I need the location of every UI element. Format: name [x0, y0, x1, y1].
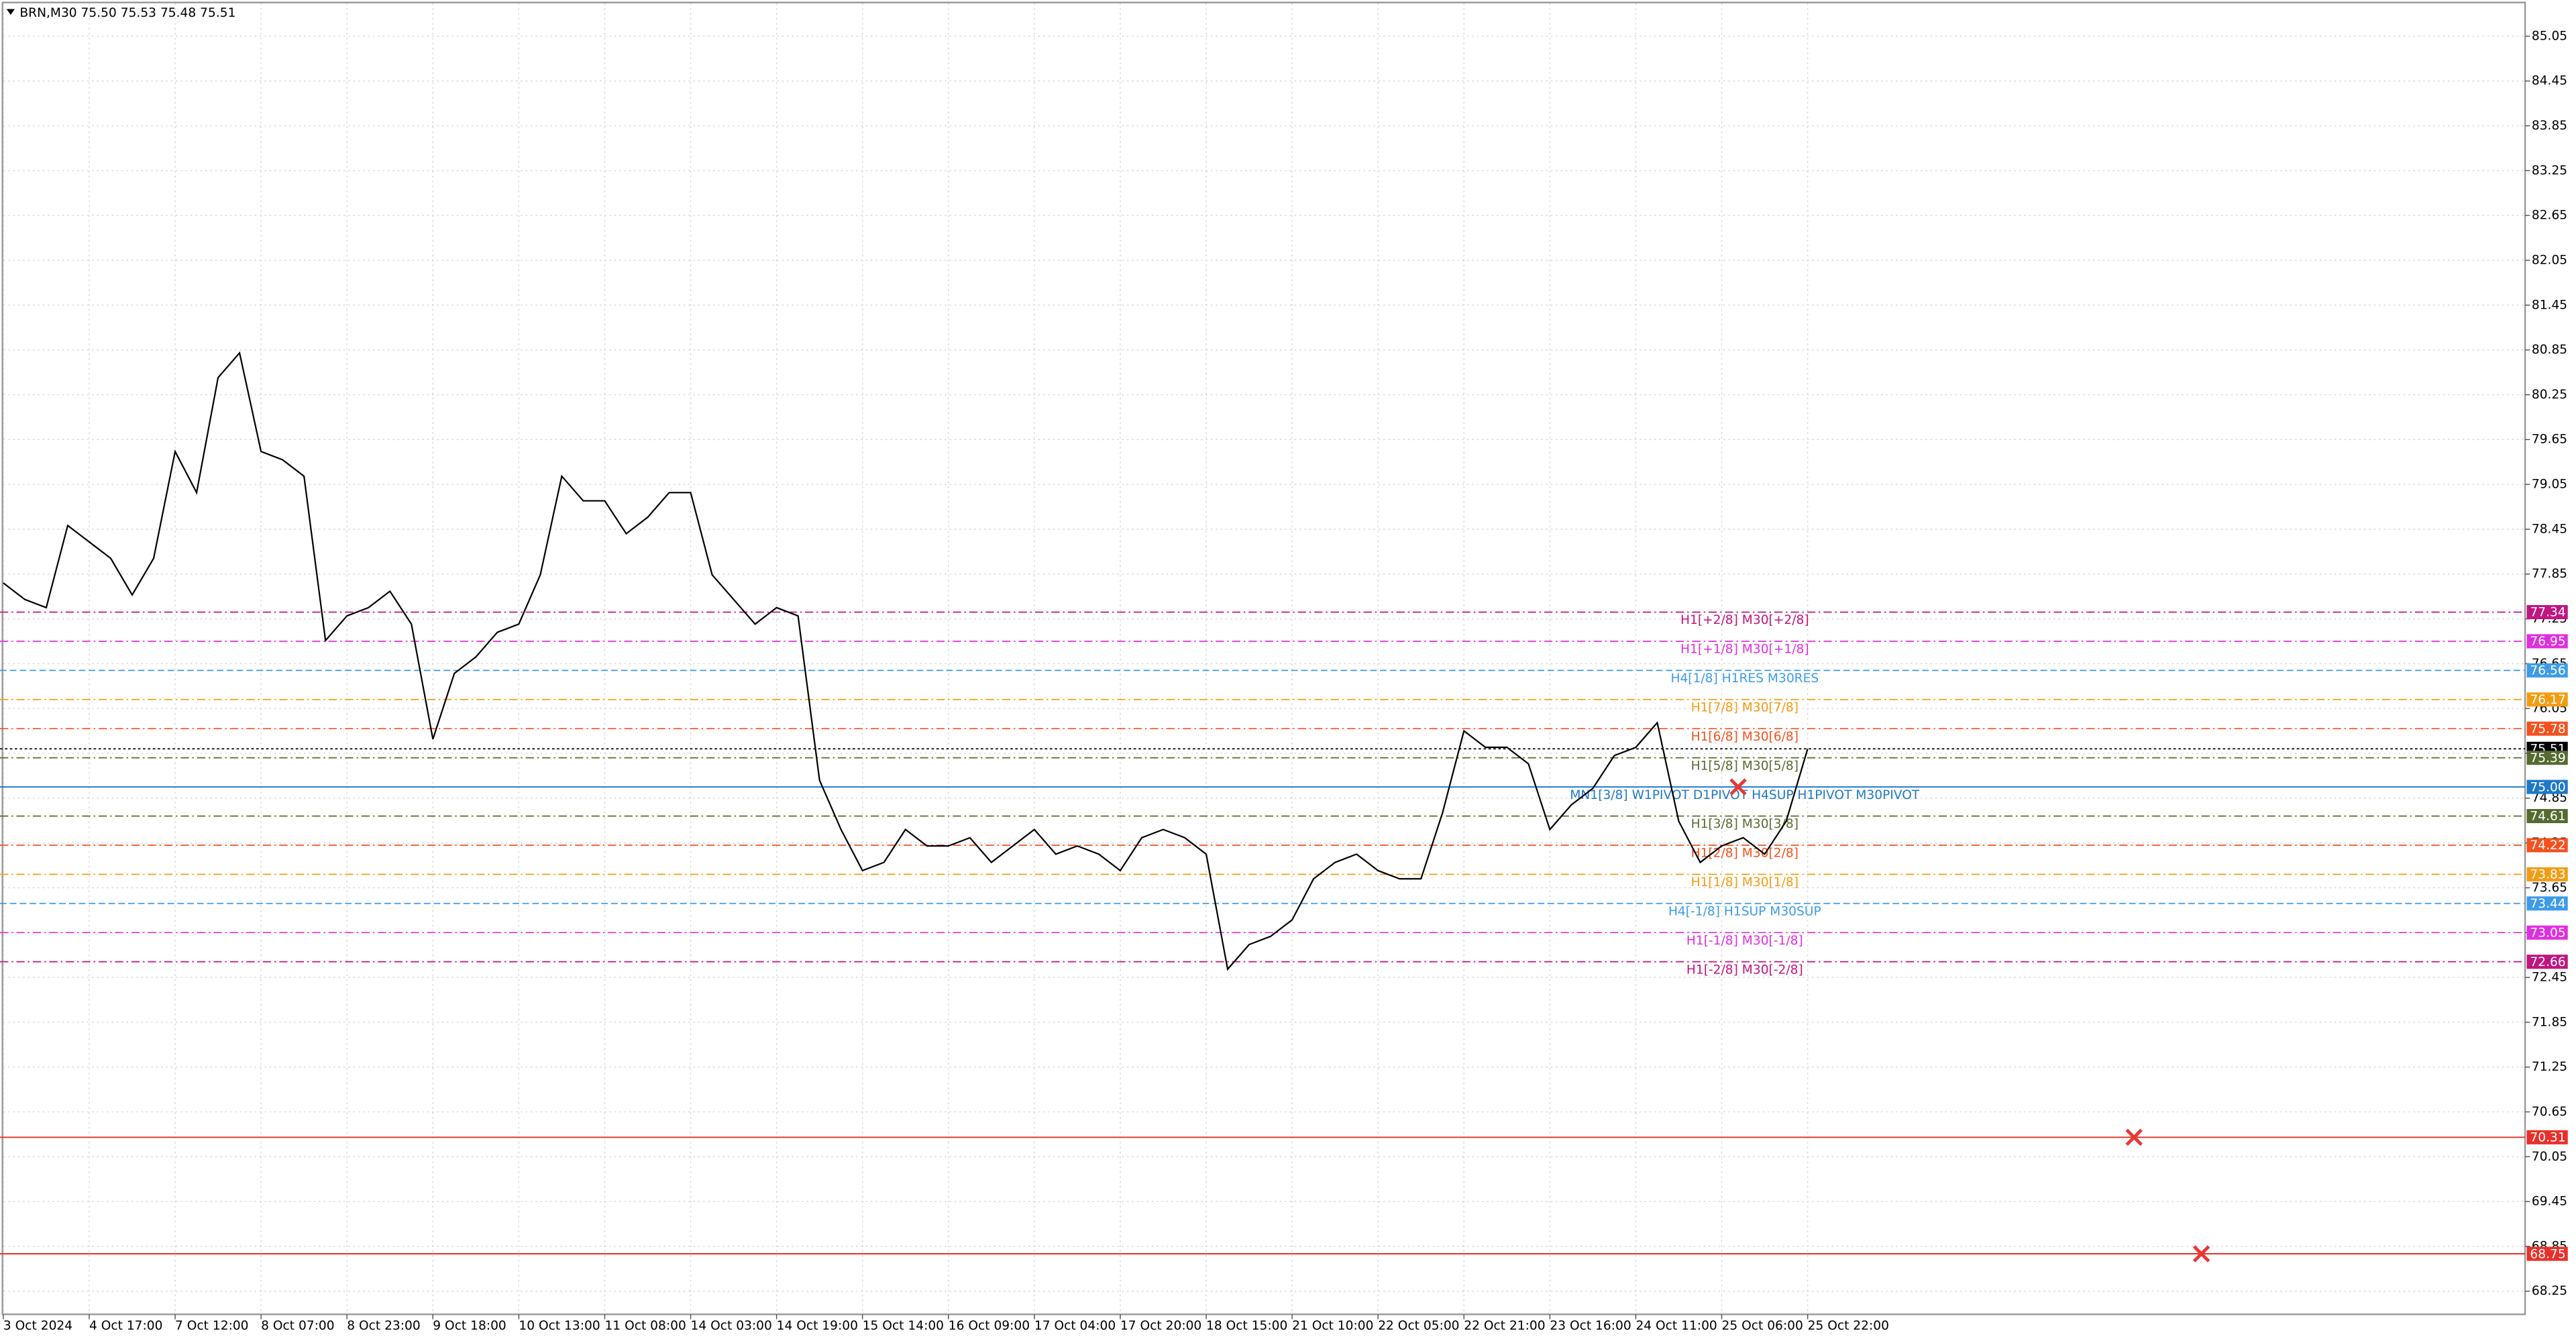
price-tag-label: 77.34 [2530, 606, 2565, 620]
y-tick-label: 73.65 [2532, 881, 2567, 895]
y-tick-label: 71.25 [2532, 1060, 2567, 1074]
x-tick-label: 16 Oct 09:00 [949, 1319, 1030, 1333]
y-tick-label: 80.25 [2532, 388, 2567, 402]
price-tag-label: 76.95 [2530, 635, 2565, 649]
symbol-header: BRN,M30 75.50 75.53 75.48 75.51 [19, 6, 235, 20]
y-tick-label: 82.65 [2532, 209, 2567, 223]
grid [3, 3, 2526, 1315]
price-tag [2526, 604, 2568, 620]
y-tick-label: 71.85 [2532, 1015, 2567, 1029]
price-tag-label: 68.75 [2530, 1247, 2565, 1261]
x-tick-label: 9 Oct 18:00 [433, 1319, 506, 1333]
y-tick-label: 82.05 [2532, 254, 2567, 268]
x-tick-label: 25 Oct 22:00 [1808, 1319, 1889, 1333]
price-tag [2526, 896, 2568, 911]
x-tick-label: 14 Oct 03:00 [691, 1319, 772, 1333]
level-name: H4[1/8] H1RES M30RES [1670, 672, 1819, 686]
price-tag-label: 74.22 [2530, 839, 2565, 853]
y-tick-label: 85.05 [2532, 29, 2567, 43]
y-tick-label: 81.45 [2532, 298, 2567, 312]
x-tick-label: 3 Oct 2024 [3, 1319, 72, 1333]
price-tag [2526, 692, 2568, 707]
y-tick-label: 68.25 [2532, 1284, 2567, 1298]
price-tag [2526, 721, 2568, 736]
price-tag-label: 74.61 [2530, 810, 2565, 824]
price-tag [2526, 634, 2568, 649]
price-tag-label: 76.17 [2530, 693, 2565, 707]
price-tag-label: 73.05 [2530, 926, 2565, 940]
price-tag-label: 73.44 [2530, 897, 2565, 911]
level-name: H1[7/8] M30[7/8] [1691, 701, 1799, 715]
y-tick-label: 83.85 [2532, 119, 2567, 133]
y-tick-label: 79.05 [2532, 478, 2567, 492]
level-name: H1[6/8] M30[6/8] [1691, 730, 1799, 744]
level-name: H1[+1/8] M30[+1/8] [1680, 643, 1809, 657]
price-tag-label: 76.56 [2530, 664, 2565, 678]
x-tick-label: 21 Oct 10:00 [1292, 1319, 1373, 1333]
price-tag [2526, 1130, 2568, 1144]
price-tag [2526, 751, 2568, 765]
x-tick-label: 22 Oct 05:00 [1378, 1319, 1459, 1333]
y-tick-label: 77.85 [2532, 567, 2567, 581]
price-tag [2526, 1246, 2568, 1261]
price-tag [2526, 867, 2568, 881]
price-tag-label: 75.00 [2530, 780, 2565, 794]
menu-arrow[interactable] [6, 9, 15, 15]
price-tag-label: 75.78 [2530, 722, 2565, 736]
x-tick-label: 4 Oct 17:00 [89, 1319, 162, 1333]
price-line [3, 351, 1809, 971]
price-tag [2526, 925, 2568, 940]
x-tick-label: 23 Oct 16:00 [1550, 1319, 1631, 1333]
level-name: H1[+2/8] M30[+2/8] [1680, 613, 1809, 627]
level-name: H1[2/8] M30[2/8] [1691, 847, 1799, 861]
level-name: H1[1/8] M30[1/8] [1691, 875, 1799, 890]
x-tick-label: 14 Oct 19:00 [777, 1319, 858, 1333]
y-tick-label: 83.25 [2532, 164, 2567, 178]
price-tag [2526, 955, 2568, 969]
y-tick-label: 79.65 [2532, 433, 2567, 447]
order-cross [1729, 778, 1747, 796]
x-tick-label: 25 Oct 06:00 [1722, 1319, 1803, 1333]
price-tag [2526, 663, 2568, 678]
x-tick-label: 17 Oct 04:00 [1034, 1319, 1116, 1333]
y-tick-label: 70.05 [2532, 1150, 2567, 1164]
price-tag [2526, 838, 2568, 853]
level-name: H1[3/8] M30[3/8] [1691, 817, 1799, 831]
y-tick-label: 72.45 [2532, 971, 2567, 985]
price-tag-label: 72.66 [2530, 955, 2565, 969]
y-tick-label: 78.45 [2532, 522, 2567, 536]
x-tick-label: 8 Oct 23:00 [347, 1319, 420, 1333]
price-tag [2526, 808, 2568, 824]
level-name: H1[5/8] M30[5/8] [1691, 759, 1799, 773]
order-cross [2192, 1245, 2210, 1263]
x-tick-label: 8 Oct 07:00 [261, 1319, 334, 1333]
price-tag-label: 73.83 [2530, 868, 2565, 882]
x-tick-label: 18 Oct 15:00 [1206, 1319, 1287, 1333]
y-tick-label: 74.85 [2532, 791, 2567, 805]
price-tag-label: 75.39 [2530, 751, 2565, 765]
x-tick-label: 17 Oct 20:00 [1120, 1319, 1201, 1333]
level-name: MN1[3/8] W1PIVOT D1PIVOT H4SUP H1PIVOT M… [1570, 788, 1919, 802]
y-tick-label: 80.85 [2532, 343, 2567, 357]
x-tick-label: 10 Oct 13:00 [519, 1319, 600, 1333]
x-tick-label: 24 Oct 11:00 [1635, 1319, 1717, 1333]
x-tick-label: 22 Oct 21:00 [1464, 1319, 1545, 1333]
y-tick-label: 70.65 [2532, 1105, 2567, 1119]
y-tick-label: 69.45 [2532, 1195, 2567, 1209]
x-tick-label: 15 Oct 14:00 [863, 1319, 944, 1333]
level-name: H1[-2/8] M30[-2/8] [1686, 963, 1803, 977]
x-tick-label: 7 Oct 12:00 [175, 1319, 248, 1333]
level-name: H1[-1/8] M30[-1/8] [1686, 934, 1803, 948]
order-cross [2125, 1128, 2143, 1146]
y-tick-label: 84.45 [2532, 74, 2567, 88]
plot-frame [1, 1, 2526, 1316]
x-tick-label: 11 Oct 08:00 [604, 1319, 686, 1333]
price-tag [2526, 780, 2568, 794]
level-name: H4[-1/8] H1SUP M30SUP [1668, 905, 1821, 919]
price-tag-label: 70.31 [2530, 1131, 2565, 1145]
